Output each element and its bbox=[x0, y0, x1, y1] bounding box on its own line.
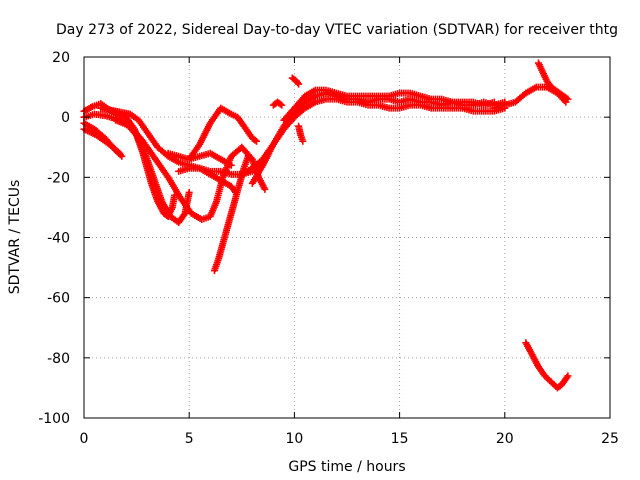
data-series-arc-15 bbox=[288, 74, 303, 88]
data-point-marker bbox=[564, 372, 572, 380]
chart-title: Day 273 of 2022, Sidereal Day-to-day VTE… bbox=[56, 22, 618, 38]
data-point-marker bbox=[261, 185, 269, 193]
x-tick-label: 15 bbox=[391, 431, 409, 447]
data-point-marker bbox=[276, 100, 284, 108]
data-point-marker bbox=[294, 79, 302, 87]
y-tick-label: 20 bbox=[52, 50, 70, 66]
x-tick-label: 0 bbox=[80, 431, 89, 447]
y-tick-label: -60 bbox=[47, 291, 70, 307]
data-series-arc-14 bbox=[269, 98, 286, 109]
x-tick-label: 20 bbox=[496, 431, 514, 447]
x-tick-label: 25 bbox=[601, 431, 619, 447]
data-series-arc-9 bbox=[185, 104, 261, 163]
data-point-marker bbox=[563, 373, 571, 381]
plot-frame bbox=[83, 56, 611, 419]
data-point-marker bbox=[244, 152, 252, 160]
data-point-marker bbox=[278, 101, 286, 109]
y-tick-label: -80 bbox=[47, 351, 70, 367]
x-tick-label: 5 bbox=[185, 431, 194, 447]
data-point-marker bbox=[185, 188, 193, 196]
data-series-arc-6 bbox=[112, 116, 269, 223]
y-tick-label: -100 bbox=[38, 411, 70, 427]
data-point-marker bbox=[251, 136, 259, 144]
data-point-marker bbox=[116, 149, 124, 157]
data-point-marker bbox=[299, 137, 307, 145]
y-tick-label: -20 bbox=[47, 170, 70, 186]
y-axis-label: SDTVAR / TECUs bbox=[7, 180, 23, 295]
y-tick-label: 0 bbox=[61, 110, 70, 126]
x-tick-label: 10 bbox=[285, 431, 303, 447]
data-series-arc-13 bbox=[280, 86, 498, 124]
data-point-marker bbox=[564, 95, 572, 103]
data-point-marker bbox=[114, 148, 122, 156]
data-point-marker bbox=[490, 98, 498, 106]
grid-layer bbox=[84, 57, 610, 418]
y-tick-label: -40 bbox=[47, 231, 70, 247]
data-series-arc-19 bbox=[522, 339, 572, 392]
data-point-marker bbox=[295, 80, 303, 88]
data-point-marker bbox=[563, 94, 571, 102]
ticks-layer: 0 5 10 15 20 25 -100 -80 -60 -40 -20 0 20 bbox=[38, 50, 619, 447]
data-point-marker bbox=[227, 161, 235, 169]
data-point-marker bbox=[180, 211, 188, 219]
data-series-arc-17 bbox=[490, 83, 570, 112]
data-series-arc-18 bbox=[534, 59, 572, 103]
data-series-arc-4 bbox=[80, 125, 124, 157]
data-points-layer bbox=[80, 59, 572, 392]
data-point-marker bbox=[253, 137, 261, 145]
data-series-arc-16 bbox=[295, 122, 307, 145]
x-axis-label: GPS time / hours bbox=[288, 459, 405, 475]
